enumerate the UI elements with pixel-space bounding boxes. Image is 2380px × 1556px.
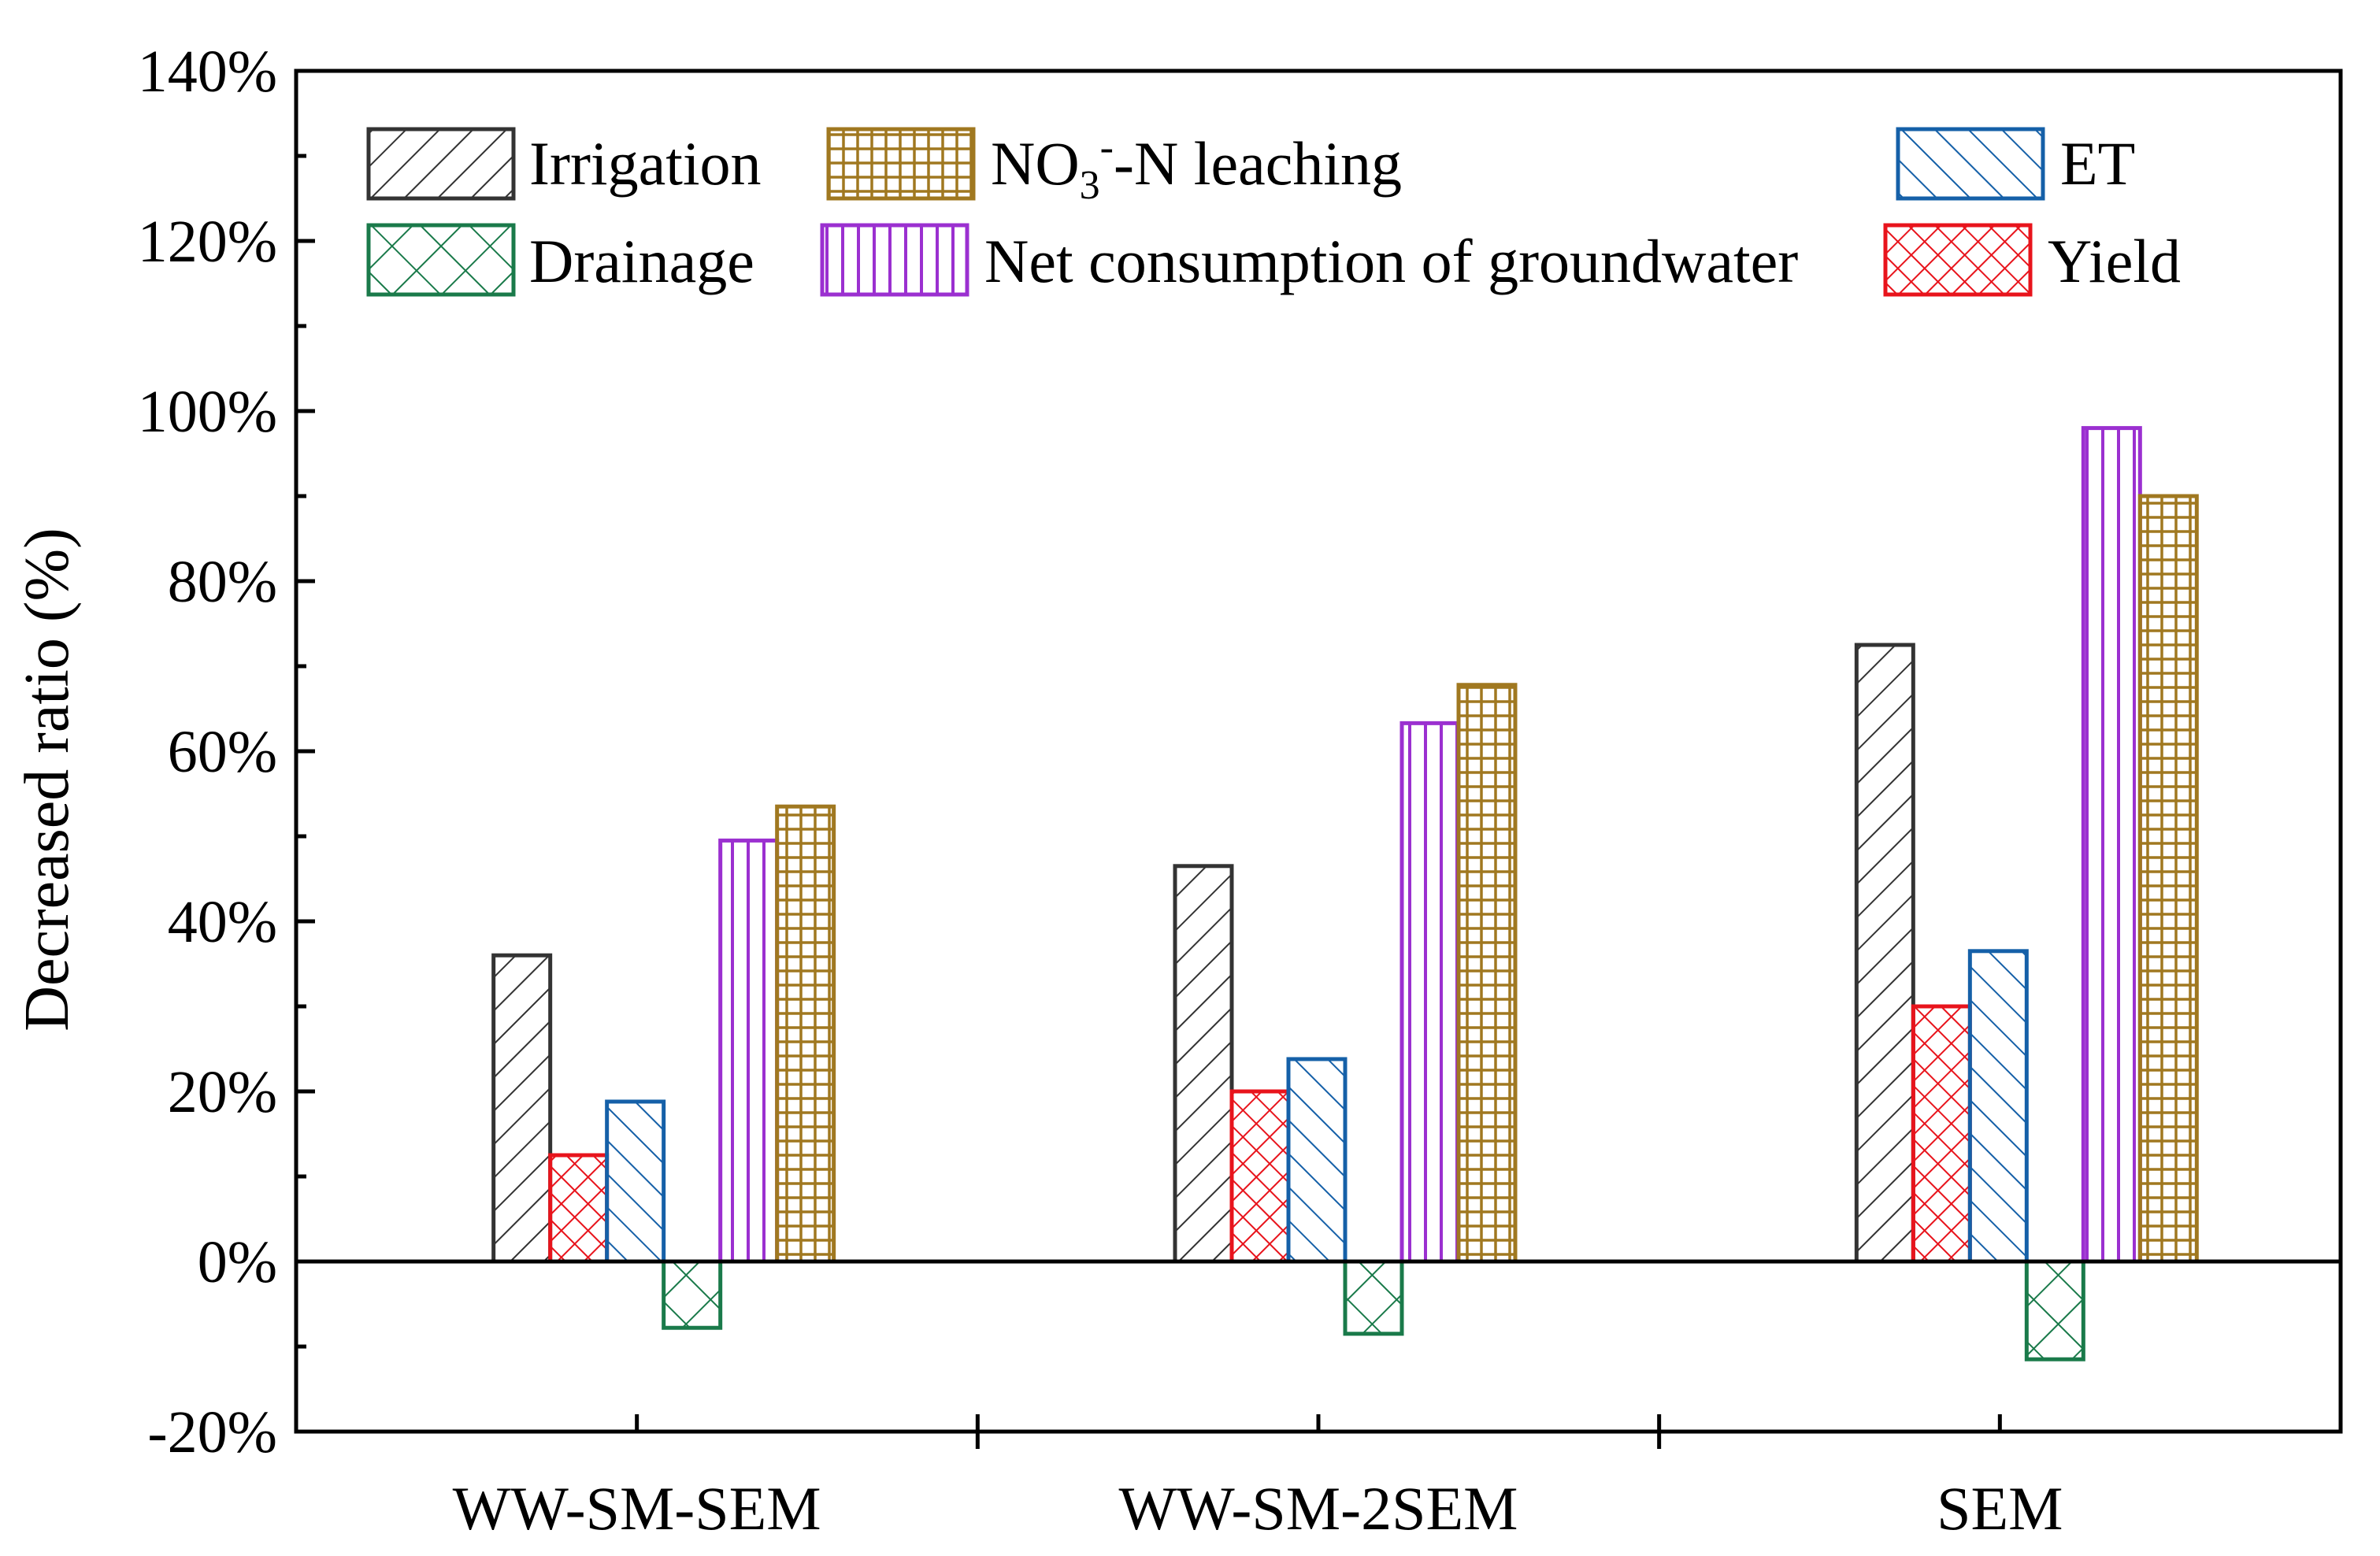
no3-superscript: -: [1100, 125, 1114, 170]
legend-label-no3: NO3--N leaching: [991, 125, 1402, 208]
y-tick-label: 0%: [198, 1229, 277, 1295]
bar-yield-3: [1911, 1004, 1972, 1264]
bar-drainage-3: [2024, 1259, 2085, 1362]
y-tick-label: 80%: [168, 549, 277, 615]
y-axis: -20% 0% 20% 40% 60% 80% 100% 120% 140%: [138, 39, 315, 1465]
legend-swatch-irrigation: [366, 127, 516, 201]
legend: Irrigation NO3--N leaching ET Drainage N…: [366, 125, 2181, 297]
legend-item-no3: NO3--N leaching: [826, 125, 1402, 208]
bar-irrigation-2: [1173, 864, 1234, 1264]
y-tick-label: 20%: [168, 1059, 277, 1125]
bar-et-1: [605, 1099, 666, 1264]
bar-et-3: [1967, 949, 2029, 1264]
legend-label-yield: Yield: [2048, 227, 2181, 295]
legend-label-irrigation: Irrigation: [529, 129, 762, 198]
bar-net-groundwater-1: [718, 838, 780, 1264]
legend-item-irrigation: Irrigation: [366, 127, 762, 201]
legend-swatch-yield: [1883, 223, 2033, 297]
bar-drainage-1: [662, 1259, 723, 1330]
y-tick-label: 40%: [168, 889, 277, 955]
y-tick-label: 140%: [138, 39, 277, 105]
legend-item-net-groundwater: Net consumption of groundwater: [820, 223, 1798, 297]
no3-suffix: -N leaching: [1114, 129, 1402, 198]
x-axis: WW-SM-SEM WW-SM-2SEM SEM: [453, 1414, 2063, 1543]
legend-item-drainage: Drainage: [366, 223, 754, 297]
legend-label-drainage: Drainage: [529, 227, 754, 295]
bar-irrigation-3: [1854, 643, 1915, 1264]
legend-item-et: ET: [1896, 127, 2135, 201]
no3-subscript: 3: [1080, 163, 1100, 208]
bar-irrigation-1: [491, 953, 553, 1264]
y-tick-label: 100%: [138, 379, 277, 445]
legend-swatch-et: [1896, 127, 2045, 201]
bar-net-groundwater-3: [2081, 426, 2142, 1264]
bar-yield-1: [548, 1153, 610, 1264]
bar-et-2: [1286, 1057, 1348, 1264]
y-axis-title: Decreased ratio (%): [13, 528, 82, 1032]
y-tick-label: 120%: [138, 209, 277, 275]
x-tick-label: SEM: [1937, 1474, 2063, 1543]
bar-no3-leaching-3: [2137, 494, 2199, 1264]
legend-label-et: ET: [2060, 129, 2135, 198]
bar-no3-leaching-2: [1456, 683, 1518, 1264]
y-tick-label: -20%: [147, 1399, 277, 1465]
bars-group: [491, 426, 2199, 1362]
bar-drainage-2: [1343, 1259, 1404, 1336]
legend-item-yield: Yield: [1883, 223, 2181, 297]
legend-swatch-net-groundwater: [820, 223, 969, 297]
bar-yield-2: [1229, 1089, 1291, 1264]
x-tick-label: WW-SM-SEM: [453, 1474, 821, 1543]
no3-prefix: NO: [991, 129, 1080, 198]
legend-swatch-drainage: [366, 223, 516, 297]
y-tick-label: 60%: [168, 719, 277, 785]
x-tick-label: WW-SM-2SEM: [1119, 1474, 1518, 1543]
legend-swatch-no3: [826, 127, 976, 201]
bar-net-groundwater-2: [1399, 721, 1461, 1264]
bar-no3-leaching-1: [775, 804, 836, 1264]
legend-label-net-groundwater: Net consumption of groundwater: [984, 227, 1798, 295]
